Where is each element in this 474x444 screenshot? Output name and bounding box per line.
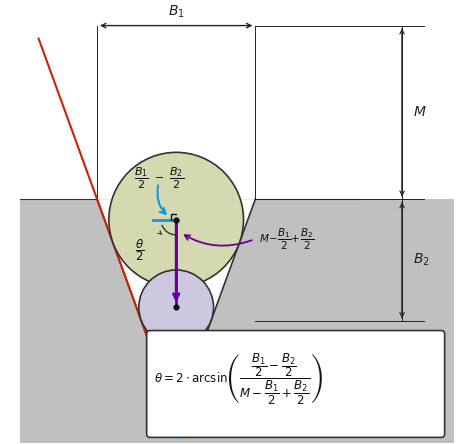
Polygon shape: [97, 199, 255, 416]
FancyBboxPatch shape: [146, 330, 445, 437]
Text: $\dfrac{\theta}{2}$: $\dfrac{\theta}{2}$: [135, 237, 144, 263]
Polygon shape: [20, 199, 454, 443]
Circle shape: [139, 270, 214, 345]
Text: $\theta$: $\theta$: [195, 384, 205, 397]
Text: $M\!-\!\dfrac{B_1}{2}\!+\!\dfrac{B_2}{2}$: $M\!-\!\dfrac{B_1}{2}\!+\!\dfrac{B_2}{2}…: [259, 227, 314, 252]
Circle shape: [109, 152, 244, 287]
Text: $B_1$: $B_1$: [168, 4, 184, 20]
Text: $\theta = 2 \cdot \arcsin\!\left(\dfrac{\,\dfrac{B_1}{2}-\dfrac{B_2}{2}\,}{M-\df: $\theta = 2 \cdot \arcsin\!\left(\dfrac{…: [155, 352, 324, 407]
Text: $B_2$: $B_2$: [413, 252, 429, 268]
Text: $M$: $M$: [413, 106, 427, 119]
Text: $\dfrac{B_1}{2}\ -\ \dfrac{B_2}{2}$: $\dfrac{B_1}{2}\ -\ \dfrac{B_2}{2}$: [134, 165, 184, 190]
Polygon shape: [20, 8, 454, 199]
